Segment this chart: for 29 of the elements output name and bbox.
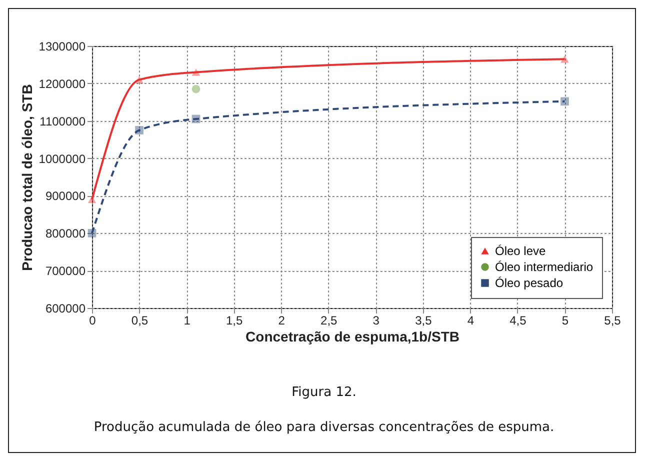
text: Figura 12. [290,385,358,400]
point [192,84,200,94]
x-tick-label: 1,5 [226,314,243,328]
x-tick-label: 1 [184,314,191,328]
y-tick-label: 1000000 [38,152,86,166]
text: Produção acumulada de óleo para diversas concentrações de espuma. [92,420,556,435]
y-tick-label: 600000 [45,302,86,316]
x-tick-label: 0,5 [131,314,148,328]
y-tick-label: 1300000 [38,40,86,54]
legend-label: Óleo leve [495,244,546,258]
x-axis-title: Concetração de espuma,1b/STB [246,328,460,344]
x-tick-label: 3 [372,314,380,328]
legend-label: Óleo pesado [495,276,564,290]
x-tick-label: 2,5 [320,314,338,328]
x-tick-label: 3,5 [415,314,432,328]
x-tick-label: 5,5 [604,314,622,328]
point [560,97,569,106]
y-tick-label: 900000 [45,189,86,204]
y-tick-label: 800000 [45,226,86,241]
x-tick-label: 4 [467,314,474,328]
x-tick-label: 0 [89,314,96,328]
x-tick-label: 4,5 [510,314,527,328]
x-tick-label: 5 [562,314,569,328]
x-tick-label: 2 [278,314,286,328]
legend-label: Óleo intermediario [495,260,594,274]
y-tick-label: 1200000 [38,76,86,91]
y-tick-label: 700000 [45,264,86,278]
y-tick-label: 1100000 [40,114,86,128]
y-axis-title: Producao total de óleo, STB [18,84,35,271]
